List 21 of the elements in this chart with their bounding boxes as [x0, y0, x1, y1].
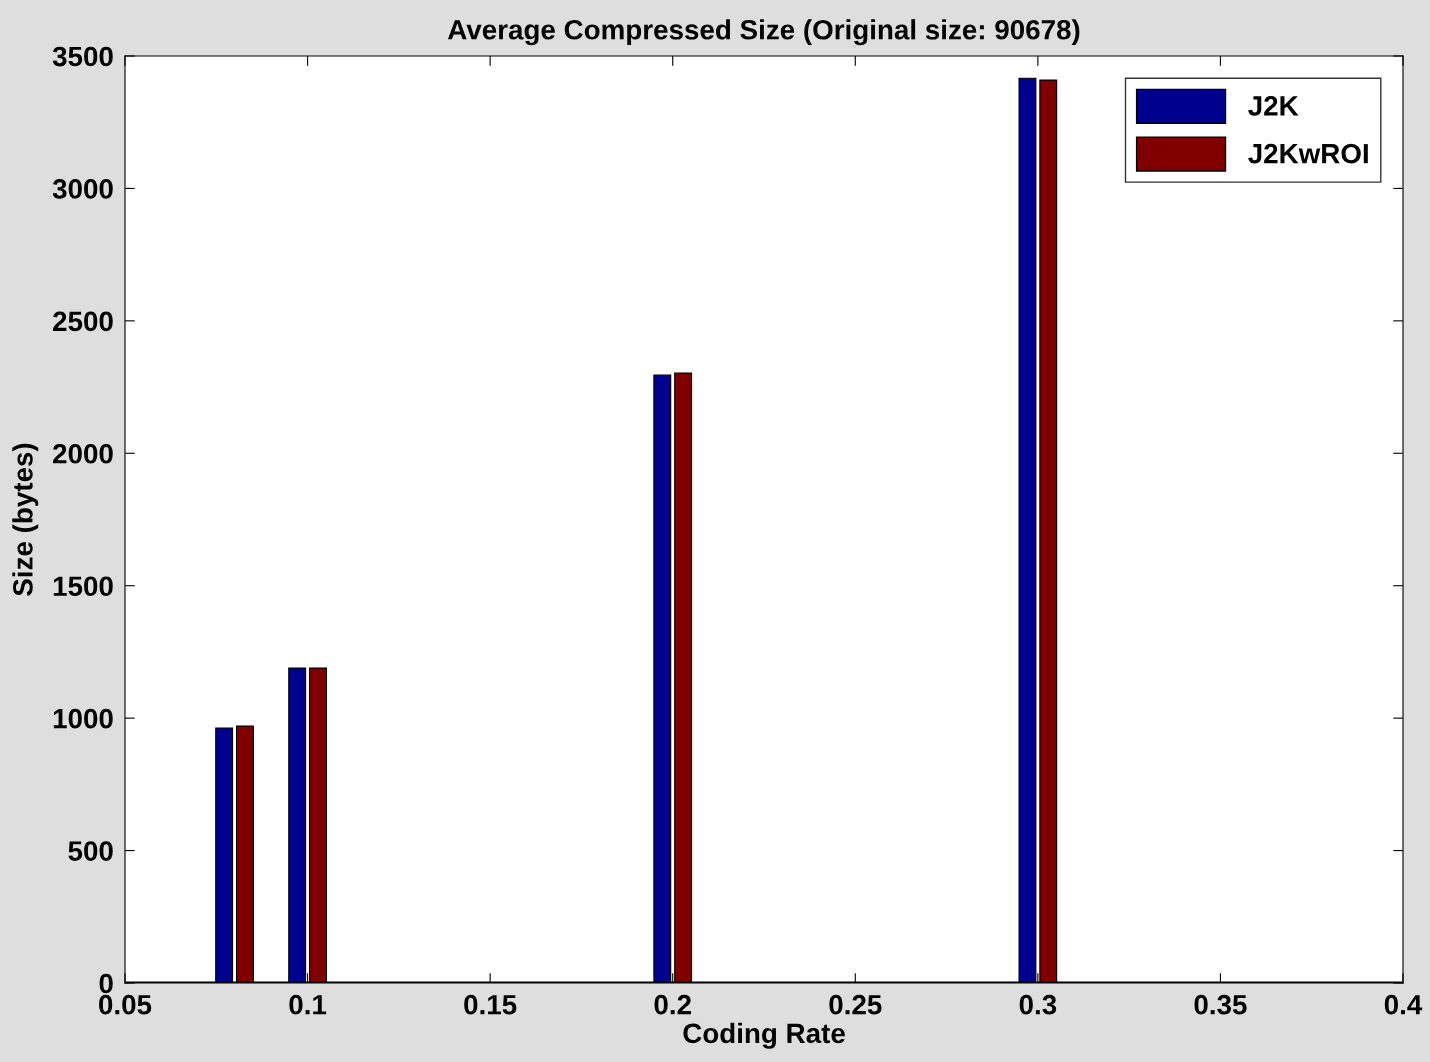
x-tick-label: 0.1: [289, 994, 327, 1015]
x-tick-label: 0.35: [1194, 994, 1247, 1015]
y-tick-label: 3500: [52, 46, 113, 67]
legend-label: J2KwROI: [1248, 143, 1368, 164]
legend-label: J2K: [1248, 96, 1299, 116]
y-tick-label: 1000: [53, 708, 113, 729]
y-tick-label: 2000: [53, 443, 113, 464]
chart-title: Average Compressed Size (Original size: 90678): [447, 19, 1080, 46]
y-tick-label: 1500: [53, 576, 113, 597]
x-tick-label: 0.3: [1019, 994, 1057, 1015]
x-tick-label: 0.4: [1384, 994, 1423, 1015]
y-axis-title: Size (bytes): [12, 443, 39, 596]
y-tick-label: 2500: [53, 311, 113, 332]
x-tick-label: 0.2: [654, 994, 691, 1015]
y-tick-label: 3000: [52, 179, 113, 199]
x-tick-label: 0.15: [464, 994, 517, 1015]
x-tick-label: 0.25: [829, 994, 882, 1015]
y-tick-label: 500: [68, 841, 113, 861]
y-tick-label: 0: [99, 973, 113, 994]
x-tick-label: 0.05: [99, 994, 152, 1015]
x-axis-title: Coding Rate: [683, 1022, 845, 1049]
